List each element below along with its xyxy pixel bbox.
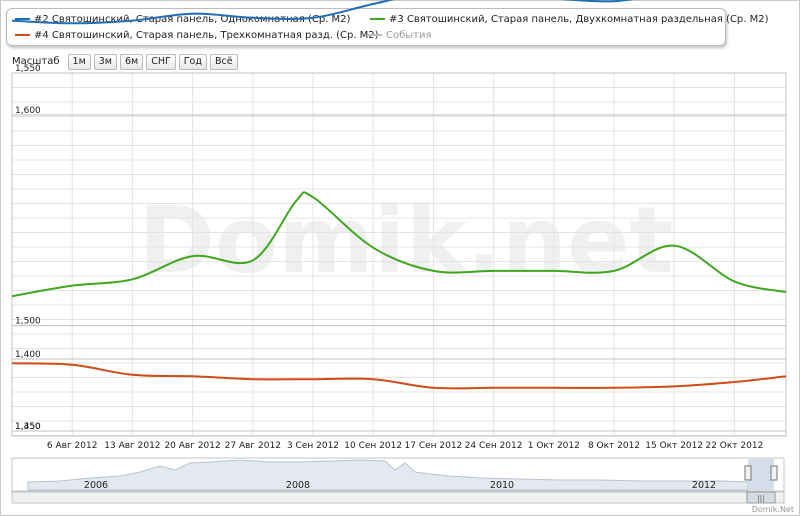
- x-tick-label: 10 Сен 2012: [344, 441, 402, 451]
- legend-label: #3 Святошинский, Старая панель, Двухкомн…: [389, 13, 769, 25]
- zoom-3m-button[interactable]: 3м: [93, 53, 117, 70]
- grid: [11, 72, 787, 437]
- y-axis-ticks: 1,550 1,600 1,500 1,450 1,400 1,350: [12, 64, 786, 432]
- x-tick-label: 13 Авг 2012: [104, 441, 160, 451]
- legend-label: #2 Святошинский, Старая панель, Однокомн…: [34, 13, 351, 25]
- navigator-year-label: 2012: [692, 480, 716, 491]
- navigator-left-handle[interactable]: [744, 465, 752, 481]
- x-tick-label: 24 Сен 2012: [465, 441, 523, 451]
- y-tick-label: 1,550: [15, 64, 41, 74]
- series-4-line[interactable]: [11, 362, 787, 390]
- series-3-line[interactable]: [11, 191, 787, 298]
- zoom-ytd-button[interactable]: СНГ: [146, 53, 176, 70]
- navigator[interactable]: 2006 2008 2010 2012 |||: [11, 457, 785, 504]
- zoom-all-button[interactable]: Всё: [209, 53, 238, 70]
- legend-item-series-2[interactable]: #2 Святошинский, Старая панель, Однокомн…: [15, 12, 350, 26]
- y-tick-label: 1,600: [15, 106, 41, 116]
- credits-link[interactable]: Domik.Net: [751, 505, 794, 514]
- x-tick-label: 6 Авг 2012: [47, 441, 98, 451]
- zoom-selector: Масштаб 1м 3м 6м СНГ Год Всё: [12, 53, 241, 70]
- legend-swatch: [15, 34, 30, 36]
- legend-label: События: [386, 29, 432, 41]
- legend-label: #4 Святошинский, Старая панель, Трехкомн…: [34, 29, 379, 41]
- y-tick-label: 1,500: [15, 317, 41, 327]
- legend-item-events[interactable]: События: [367, 28, 432, 42]
- x-tick-label: 1 Окт 2012: [528, 441, 580, 451]
- zoom-1m-button[interactable]: 1м: [67, 53, 91, 70]
- scrollbar-grip-icon: |||: [757, 495, 764, 503]
- x-tick-label: 22 Окт 2012: [705, 441, 763, 451]
- legend: #2 Святошинский, Старая панель, Однокомн…: [6, 8, 769, 46]
- navigator-year-label: 2010: [490, 480, 514, 491]
- legend-swatch: [15, 18, 30, 20]
- x-tick-label: 27 Авг 2012: [225, 441, 281, 451]
- legend-swatch: [370, 18, 385, 20]
- navigator-year-label: 2008: [286, 480, 310, 491]
- x-tick-label: 8 Окт 2012: [588, 441, 640, 451]
- navigator-series-area: [27, 459, 749, 491]
- x-axis-ticks: 6 Авг 2012 13 Авг 2012 20 Авг 2012 27 Авг 2…: [47, 441, 763, 451]
- scrollbar-thumb[interactable]: [746, 491, 776, 504]
- series-layer: [11, 0, 787, 390]
- x-tick-label: 3 Сен 2012: [287, 441, 339, 451]
- x-tick-label: 15 Окт 2012: [645, 441, 703, 451]
- legend-swatch: [367, 34, 382, 36]
- x-tick-label: 20 Авг 2012: [164, 441, 220, 451]
- legend-item-series-3[interactable]: #3 Святошинский, Старая панель, Двухкомн…: [370, 12, 769, 26]
- zoom-6m-button[interactable]: 6м: [119, 53, 144, 70]
- x-tick-label: 17 Сен 2012: [405, 441, 463, 451]
- zoom-year-button[interactable]: Год: [178, 53, 207, 70]
- zoom-label: Масштаб: [12, 56, 60, 67]
- y-tick-label: 1,450: [15, 422, 41, 432]
- y-tick-label: 1,350: [15, 422, 41, 432]
- legend-item-series-4[interactable]: #4 Святошинский, Старая панель, Трехкомн…: [15, 28, 379, 42]
- navigator-selected-range[interactable]: [748, 459, 774, 490]
- scrollbar-track[interactable]: [11, 491, 785, 504]
- y-tick-label: 1,400: [15, 350, 41, 360]
- navigator-year-label: 2006: [84, 480, 108, 491]
- series-2-line[interactable]: [11, 0, 786, 25]
- navigator-right-handle[interactable]: [770, 465, 778, 481]
